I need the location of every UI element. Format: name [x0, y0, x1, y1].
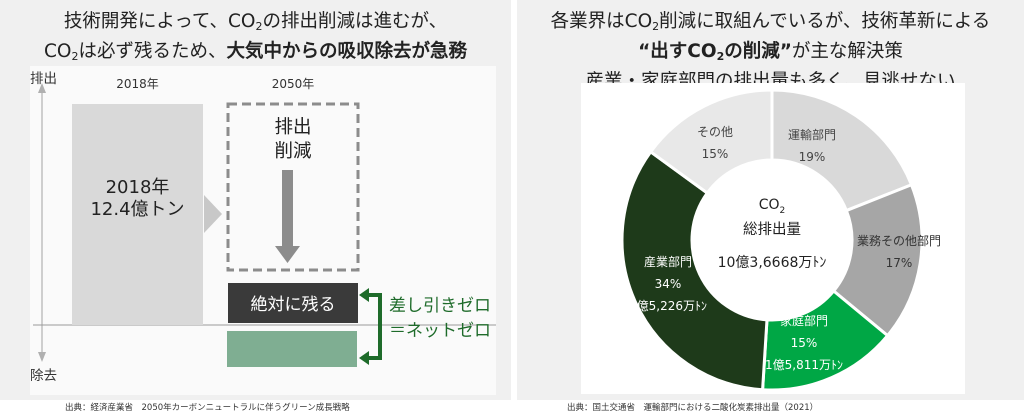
slice-label-transport: 運輸部門 19% — [787, 128, 836, 164]
center-total-label: 総排出量 — [743, 221, 801, 238]
bracket-arrow-bottom — [359, 351, 369, 365]
donut-slice-other — [648, 88, 774, 196]
reduction-box — [226, 102, 360, 272]
right-title-line1: 各業界はCO2削減に取組んでいるが、技術革新による — [550, 11, 991, 33]
center-co2: CO2 — [758, 197, 786, 216]
right-source: 出典：国土交通省 運輸部門における二酸化炭素排出量（2021） — [567, 403, 819, 413]
transition-arrow — [204, 195, 222, 233]
axis-label-emission: 排出 — [30, 71, 57, 87]
slice-label-industry: 産業部門 34% 3億5,226万ﾄﾝ — [629, 255, 707, 313]
axis-arrow-up — [38, 83, 46, 93]
remaining-label: 絶対に残る — [250, 295, 336, 315]
year-label-2018: 2018年 — [116, 77, 159, 91]
donut-center-label: CO2 総排出量 10億3,6668万ﾄﾝ — [697, 196, 847, 272]
left-title-line2: CO2は必ず残るため、大気中からの吸収除去が急務 — [43, 41, 467, 63]
right-title: 各業界はCO2削減に取組んでいるが、技術革新による “出すCO2の削減”が主な解… — [517, 9, 1024, 94]
slice-label-other: その他 15% — [696, 125, 733, 161]
left-source: 出典：経済産業省 2050年カーボンニュートラルに伴うグリーン成長戦略 — [65, 403, 350, 413]
net-zero-label: 差し引きゼロ ＝ネットゼロ — [389, 296, 491, 341]
slice-label-household: 家庭部門 15% 1億5,811万ﾄﾝ — [765, 314, 843, 372]
center-total-value: 10億3,6668万ﾄﾝ — [717, 254, 827, 271]
reduction-label: 排出 削減 — [274, 117, 312, 162]
net-zero-bracket — [366, 293, 382, 360]
donut-slice-industry — [620, 149, 769, 392]
down-arrow-shaft — [282, 170, 293, 248]
slice-label-business: 業務その他部門 17% — [856, 234, 941, 270]
bar-2018-label: 2018年 12.4億トン — [90, 177, 185, 220]
donut-slice-transport — [770, 88, 914, 213]
right-title-line2: “出すCO2の削減”が主な解決策 — [638, 41, 903, 63]
remaining-bar — [228, 283, 358, 323]
left-panel: 技術開発によって、CO2の排出削減は進むが、 CO2は必ず残るため、大気中からの… — [0, 0, 511, 400]
removal-bar — [227, 331, 357, 367]
year-label-2050: 2050年 — [271, 77, 315, 91]
emission-diagram — [33, 83, 496, 367]
axis-arrow-down — [38, 352, 46, 362]
left-title-line1: 技術開発によって、CO2の排出削減は進むが、 — [63, 11, 448, 33]
left-title: 技術開発によって、CO2の排出削減は進むが、 CO2は必ず残るため、大気中からの… — [0, 9, 511, 69]
donut-chart — [620, 88, 924, 392]
right-panel: 各業界はCO2削減に取組んでいるが、技術革新による “出すCO2の削減”が主な解… — [517, 0, 1024, 400]
down-arrow-head — [275, 246, 300, 263]
bracket-arrow-top — [359, 288, 369, 302]
bar-2018 — [72, 104, 203, 325]
axis-label-removal: 除去 — [30, 368, 57, 384]
